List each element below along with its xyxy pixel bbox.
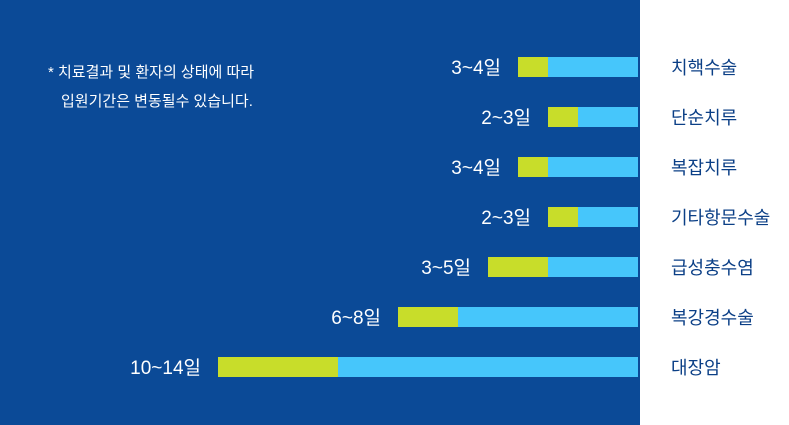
category-label: 복강경수술 — [671, 308, 754, 328]
category-label: 단순치루 — [671, 108, 737, 128]
bar-range-segment — [548, 207, 578, 227]
category-label: 급성충수염 — [671, 258, 754, 278]
bar-range-segment — [518, 157, 548, 177]
footnote: * 치료결과 및 환자의 상태에 따라 입원기간은 변동될수 있습니다. — [48, 58, 254, 116]
bar-min-segment — [548, 257, 638, 277]
bar-range-segment — [518, 57, 548, 77]
category-label: 치핵수술 — [671, 58, 737, 78]
footnote-line-2: 입원기간은 변동될수 있습니다. — [61, 93, 253, 110]
footnote-line-1: * 치료결과 및 환자의 상태에 따라 — [48, 64, 255, 81]
category-label: 기타항문수술 — [671, 208, 770, 228]
value-label: 10~14일 — [130, 357, 201, 379]
bar-min-segment — [578, 107, 638, 127]
bar-min-segment — [578, 207, 638, 227]
bar-min-segment — [458, 307, 638, 327]
value-label: 3~4일 — [451, 57, 501, 79]
category-label: 대장암 — [671, 358, 721, 378]
bar-min-segment — [338, 357, 638, 377]
value-label: 3~4일 — [451, 157, 501, 179]
value-label: 6~8일 — [331, 307, 381, 329]
value-label: 2~3일 — [481, 207, 531, 229]
bar-min-segment — [548, 57, 638, 77]
bar-range-segment — [548, 107, 578, 127]
value-label: 2~3일 — [481, 107, 531, 129]
value-label: 3~5일 — [421, 257, 471, 279]
bar-range-segment — [218, 357, 338, 377]
bar-range-segment — [398, 307, 458, 327]
bar-min-segment — [548, 157, 638, 177]
bar-range-segment — [488, 257, 548, 277]
category-label: 복잡치루 — [671, 158, 737, 178]
